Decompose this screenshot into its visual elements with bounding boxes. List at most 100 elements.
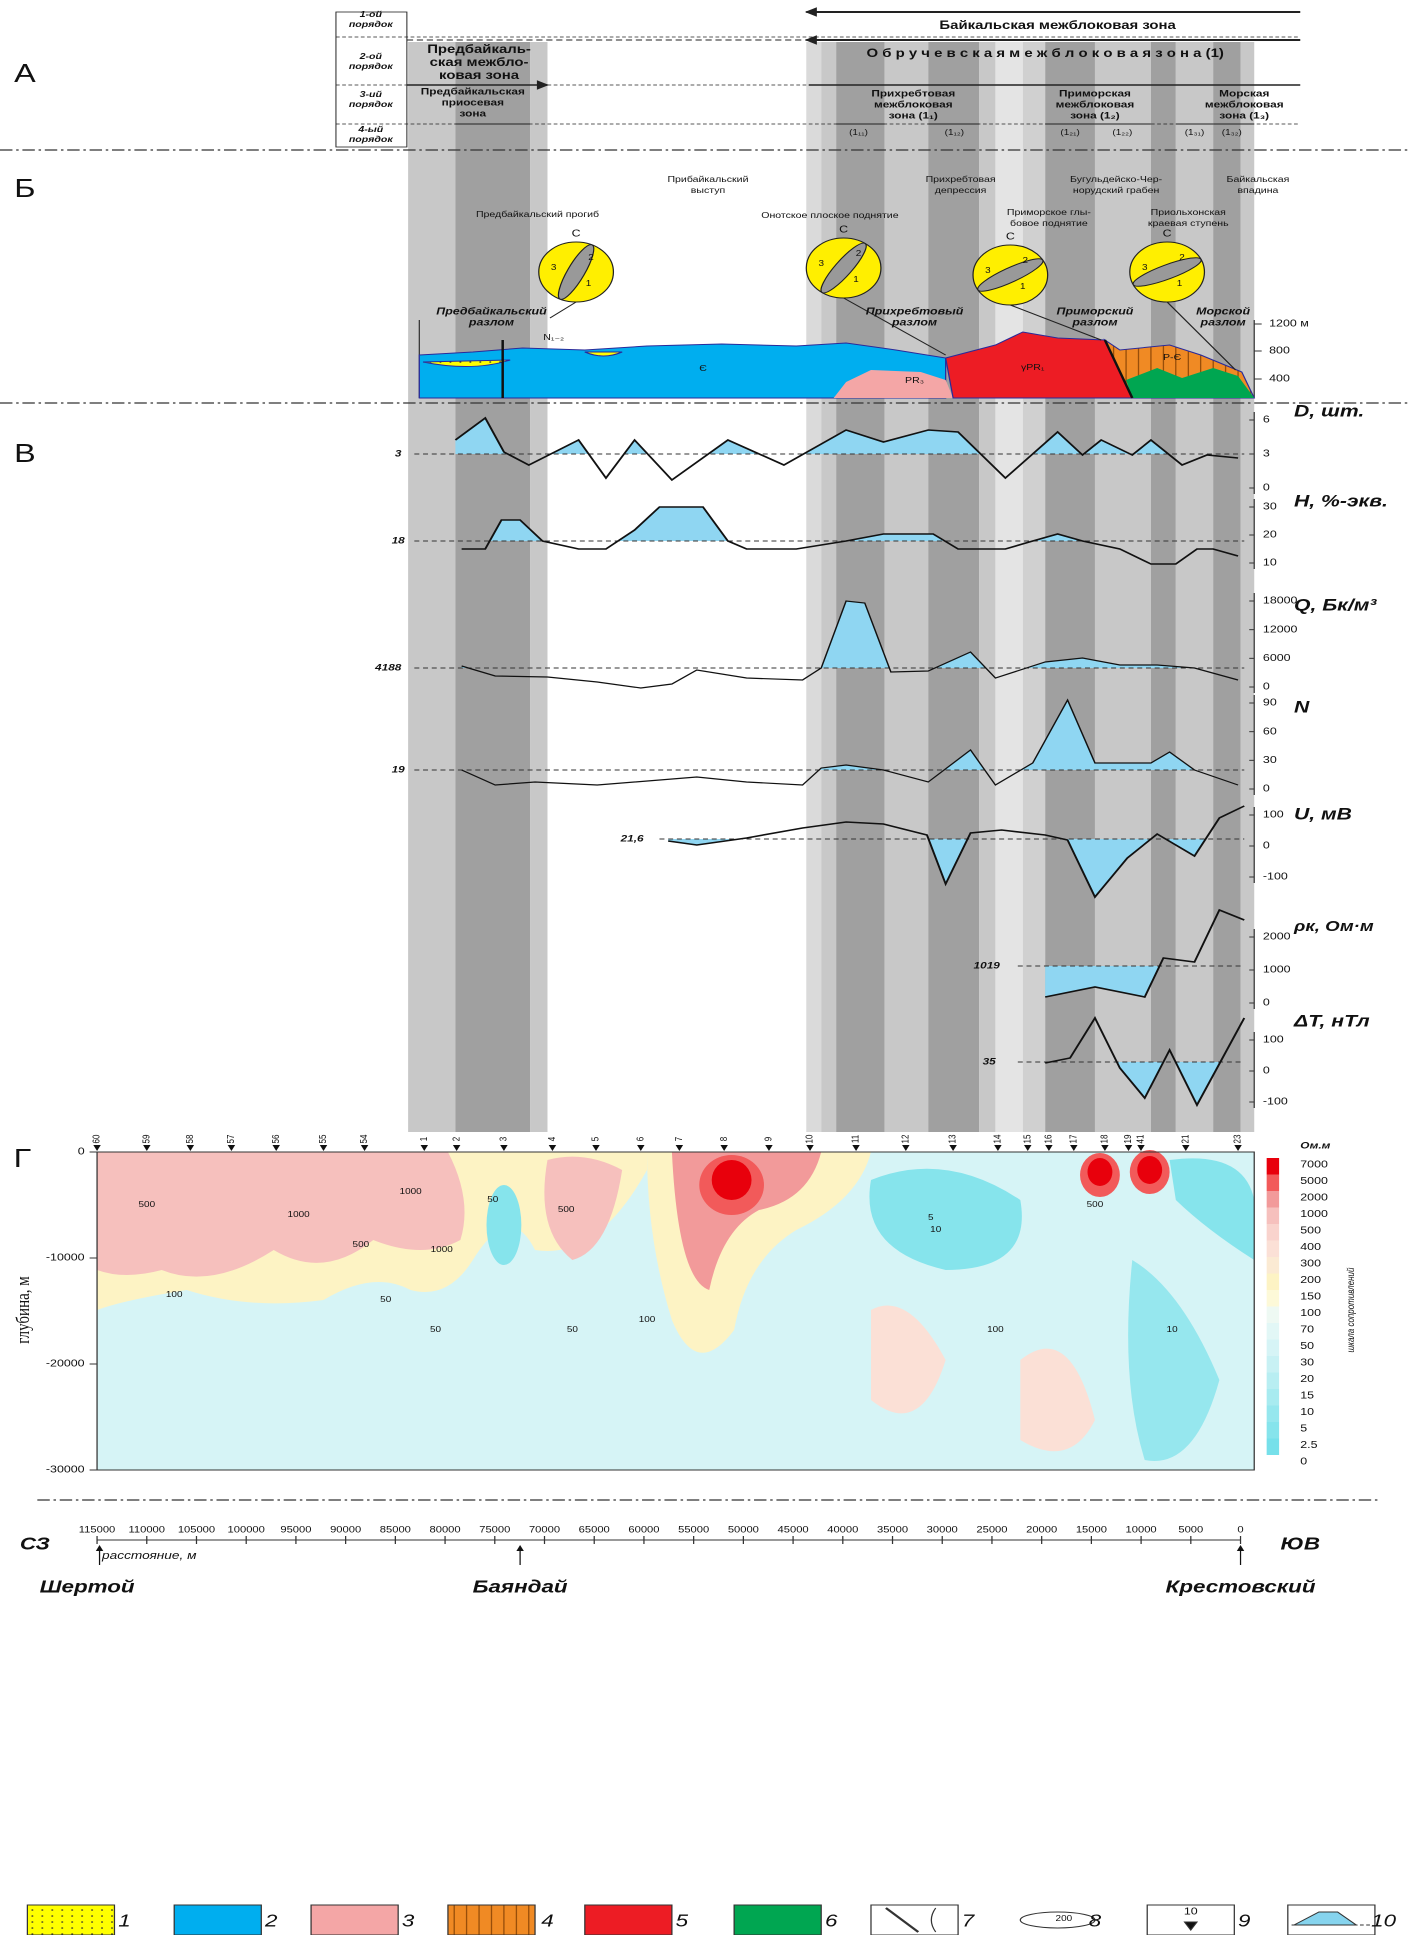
legend-station bbox=[1183, 1921, 1199, 1931]
hierarchy bbox=[335, 7, 1301, 148]
distance-label: 50000 bbox=[728, 1525, 759, 1535]
tick-label: 0 bbox=[1263, 841, 1270, 852]
rock-label: P-Є bbox=[1163, 353, 1181, 363]
tick-label: 0 bbox=[1263, 682, 1270, 693]
fault-label: Морской bbox=[1196, 307, 1250, 318]
reference-label: 1019 bbox=[974, 961, 1000, 972]
resistivity-section bbox=[96, 1150, 1255, 1471]
structure-label: Прибайкальский bbox=[667, 175, 748, 185]
distance-label: 45000 bbox=[778, 1525, 809, 1535]
distance-label: 0 bbox=[1237, 1525, 1244, 1535]
legend-number: 4 bbox=[541, 1912, 553, 1931]
reference-label: 35 bbox=[983, 1057, 997, 1068]
contour-label: 100 bbox=[639, 1315, 656, 1324]
scale-label: 2000 bbox=[1300, 1193, 1328, 1204]
profiles bbox=[414, 412, 1255, 1108]
contour-label: 5 bbox=[928, 1213, 934, 1222]
zone-column bbox=[530, 42, 548, 1132]
distance-label: 35000 bbox=[877, 1525, 908, 1535]
stereonet-label: 2 bbox=[856, 249, 862, 258]
zone-title: Предбайкальская bbox=[421, 87, 525, 98]
station-label: 10 bbox=[804, 1135, 815, 1144]
legend-swatch bbox=[310, 1904, 399, 1935]
rank-label: 3-ий bbox=[360, 90, 382, 100]
station-label: 3 bbox=[498, 1137, 509, 1141]
stereonet-label: 1 bbox=[1020, 282, 1026, 291]
zone-column bbox=[1022, 42, 1046, 1132]
scale-bin bbox=[1266, 1240, 1280, 1257]
zone-column bbox=[1045, 42, 1095, 1132]
contour-label: 100 bbox=[987, 1325, 1004, 1334]
scale-bin bbox=[1266, 1405, 1280, 1422]
panel-letter: А bbox=[14, 59, 36, 88]
fault-link bbox=[1166, 301, 1237, 371]
zone-column bbox=[1240, 42, 1255, 1132]
contour-label: 100 bbox=[166, 1290, 183, 1299]
zone-4: (1₂₂) bbox=[1112, 128, 1132, 137]
station-label: 18 bbox=[1099, 1135, 1110, 1144]
reference-label: 4188 bbox=[374, 663, 401, 674]
anomaly-fill bbox=[668, 839, 1245, 897]
station-label: 60 bbox=[91, 1135, 102, 1144]
legend-swatch bbox=[584, 1904, 673, 1935]
plane bbox=[1132, 257, 1202, 287]
stereonet-label: 1 bbox=[1177, 279, 1183, 288]
reference-label: 3 bbox=[395, 449, 402, 460]
legend-number: 2 bbox=[264, 1912, 278, 1931]
legend-fault bbox=[930, 1907, 937, 1933]
tick-label: 60 bbox=[1263, 726, 1277, 737]
scale-label: 100 bbox=[1300, 1308, 1321, 1319]
contour-label: 500 bbox=[558, 1205, 575, 1214]
legend-symbol: 200 bbox=[1056, 1914, 1073, 1923]
contour-label: 10 bbox=[930, 1225, 941, 1234]
zone-title: зона (1₁) bbox=[889, 111, 939, 122]
contour-label: 1000 bbox=[431, 1245, 453, 1254]
y-tick-label: -30000 bbox=[46, 1465, 85, 1476]
scale-bin bbox=[1266, 1290, 1280, 1307]
zone-columns bbox=[408, 42, 1255, 1132]
stereonet-label: С bbox=[1163, 229, 1172, 240]
station-label: 41 bbox=[1135, 1135, 1146, 1144]
direction: СЗ bbox=[20, 1535, 50, 1554]
profile-name: U, мВ bbox=[1294, 805, 1352, 824]
structure-label: Байкальская bbox=[1227, 175, 1290, 185]
scale-label: 500 bbox=[1300, 1226, 1321, 1237]
distance-label: 25000 bbox=[976, 1525, 1007, 1535]
stereonet-label: 3 bbox=[985, 266, 991, 275]
anomaly-fill bbox=[1045, 1062, 1245, 1105]
structure-label: бовое поднятие bbox=[1010, 219, 1088, 229]
station-label: 59 bbox=[141, 1135, 152, 1144]
zone-4: (1₁₁) bbox=[849, 128, 868, 137]
stereonet-label: С bbox=[1006, 232, 1015, 243]
distance-label: 90000 bbox=[330, 1525, 361, 1535]
scale-bin bbox=[1266, 1273, 1280, 1290]
station-marker bbox=[1124, 1145, 1133, 1151]
station-label: 5 bbox=[590, 1137, 601, 1141]
fault-link bbox=[549, 301, 577, 319]
tick-label: 2000 bbox=[1263, 932, 1291, 943]
zone-column bbox=[1213, 42, 1241, 1132]
station-marker bbox=[1070, 1145, 1078, 1151]
profile-name: Q, Бк/м³ bbox=[1294, 596, 1377, 615]
anomaly-fill bbox=[461, 700, 1239, 770]
legend-isoline bbox=[1019, 1911, 1096, 1929]
station-marker bbox=[637, 1145, 645, 1151]
stereonet-label: 1 bbox=[586, 279, 592, 288]
reference-label: 19 bbox=[392, 765, 405, 776]
zone-title: Прихребтовая bbox=[871, 89, 955, 100]
scale-label: 5000 bbox=[1300, 1176, 1328, 1187]
tick-label: 6 bbox=[1263, 415, 1270, 426]
station-label: 6 bbox=[635, 1137, 646, 1141]
station-marker bbox=[806, 1145, 814, 1151]
rank-label: порядок bbox=[349, 135, 394, 145]
fault-label: Приморский bbox=[1057, 307, 1134, 318]
zone-title: межблоковая bbox=[1205, 100, 1284, 111]
legend-number: 7 bbox=[962, 1912, 975, 1931]
station-marker bbox=[360, 1145, 369, 1151]
contour-label: 500 bbox=[353, 1240, 370, 1249]
stereonet-label: 3 bbox=[1142, 263, 1148, 272]
contour-label: 50 bbox=[567, 1325, 578, 1334]
contour-label: 500 bbox=[1087, 1200, 1104, 1209]
scale-bin bbox=[1266, 1339, 1280, 1356]
